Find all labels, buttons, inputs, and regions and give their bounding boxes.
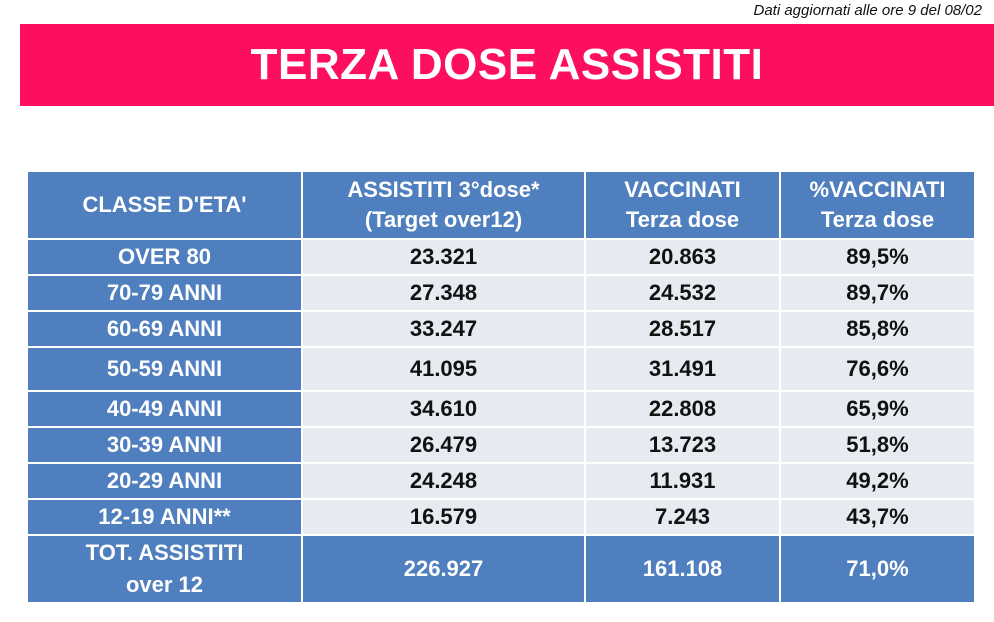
assistiti-cell: 26.479 bbox=[301, 426, 586, 464]
header-assistiti-line2: (Target over12) bbox=[364, 207, 523, 232]
total-percent-cell: 71,0% bbox=[779, 534, 976, 604]
total-label-cell: TOT. ASSISTITI over 12 bbox=[26, 534, 303, 604]
total-label-line1: TOT. ASSISTITI bbox=[85, 540, 244, 565]
percent-cell: 89,5% bbox=[779, 238, 976, 276]
age-class-cell: 40-49 ANNI bbox=[26, 390, 303, 428]
percent-cell: 76,6% bbox=[779, 346, 976, 392]
age-class-cell: 70-79 ANNI bbox=[26, 274, 303, 312]
table-row: 20-29 ANNI 24.248 11.931 49,2% bbox=[26, 462, 976, 500]
age-class-cell: OVER 80 bbox=[26, 238, 303, 276]
header-percent-line1: %VACCINATI bbox=[809, 177, 946, 202]
page-title: TERZA DOSE ASSISTITI bbox=[250, 40, 764, 89]
vaccinati-cell: 24.532 bbox=[584, 274, 781, 312]
assistiti-cell: 34.610 bbox=[301, 390, 586, 428]
age-class-cell: 20-29 ANNI bbox=[26, 462, 303, 500]
vaccination-table-container: CLASSE D'ETA' ASSISTITI 3°dose* (Target … bbox=[26, 170, 976, 604]
table-row: 40-49 ANNI 34.610 22.808 65,9% bbox=[26, 390, 976, 428]
assistiti-cell: 27.348 bbox=[301, 274, 586, 312]
vaccinati-cell: 20.863 bbox=[584, 238, 781, 276]
age-class-cell: 30-39 ANNI bbox=[26, 426, 303, 464]
table-row: 60-69 ANNI 33.247 28.517 85,8% bbox=[26, 310, 976, 348]
vaccinati-cell: 11.931 bbox=[584, 462, 781, 500]
percent-cell: 85,8% bbox=[779, 310, 976, 348]
header-percent-line2: Terza dose bbox=[820, 207, 935, 232]
header-age-class: CLASSE D'ETA' bbox=[26, 170, 303, 240]
update-note: Dati aggiornati alle ore 9 del 08/02 bbox=[753, 2, 983, 19]
assistiti-cell: 41.095 bbox=[301, 346, 586, 392]
header-age-class-line1: CLASSE D'ETA' bbox=[82, 192, 247, 217]
age-class-cell: 60-69 ANNI bbox=[26, 310, 303, 348]
total-vaccinati-cell: 161.108 bbox=[584, 534, 781, 604]
percent-cell: 43,7% bbox=[779, 498, 976, 536]
vaccinati-cell: 22.808 bbox=[584, 390, 781, 428]
table-row: OVER 80 23.321 20.863 89,5% bbox=[26, 238, 976, 276]
vaccination-table: CLASSE D'ETA' ASSISTITI 3°dose* (Target … bbox=[26, 170, 976, 604]
table-total-row: TOT. ASSISTITI over 12 226.927 161.108 7… bbox=[26, 534, 976, 604]
vaccinati-cell: 28.517 bbox=[584, 310, 781, 348]
assistiti-cell: 24.248 bbox=[301, 462, 586, 500]
title-banner: TERZA DOSE ASSISTITI bbox=[20, 24, 994, 106]
header-percent: %VACCINATI Terza dose bbox=[779, 170, 976, 240]
vaccinati-cell: 31.491 bbox=[584, 346, 781, 392]
header-vaccinati-line2: Terza dose bbox=[625, 207, 740, 232]
age-class-cell: 50-59 ANNI bbox=[26, 346, 303, 392]
vaccinati-cell: 7.243 bbox=[584, 498, 781, 536]
percent-cell: 51,8% bbox=[779, 426, 976, 464]
percent-cell: 89,7% bbox=[779, 274, 976, 312]
total-assistiti-cell: 226.927 bbox=[301, 534, 586, 604]
percent-cell: 65,9% bbox=[779, 390, 976, 428]
age-class-cell: 12-19 ANNI** bbox=[26, 498, 303, 536]
header-vaccinati-line1: VACCINATI bbox=[624, 177, 741, 202]
table-row: 70-79 ANNI 27.348 24.532 89,7% bbox=[26, 274, 976, 312]
header-assistiti-line1: ASSISTITI 3°dose* bbox=[347, 177, 540, 202]
table-row: 12-19 ANNI** 16.579 7.243 43,7% bbox=[26, 498, 976, 536]
vaccinati-cell: 13.723 bbox=[584, 426, 781, 464]
assistiti-cell: 16.579 bbox=[301, 498, 586, 536]
assistiti-cell: 23.321 bbox=[301, 238, 586, 276]
table-row: 30-39 ANNI 26.479 13.723 51,8% bbox=[26, 426, 976, 464]
header-vaccinati: VACCINATI Terza dose bbox=[584, 170, 781, 240]
total-label-line2: over 12 bbox=[125, 572, 204, 597]
percent-cell: 49,2% bbox=[779, 462, 976, 500]
header-assistiti: ASSISTITI 3°dose* (Target over12) bbox=[301, 170, 586, 240]
assistiti-cell: 33.247 bbox=[301, 310, 586, 348]
table-header-row: CLASSE D'ETA' ASSISTITI 3°dose* (Target … bbox=[26, 170, 976, 240]
table-row: 50-59 ANNI 41.095 31.491 76,6% bbox=[26, 346, 976, 392]
